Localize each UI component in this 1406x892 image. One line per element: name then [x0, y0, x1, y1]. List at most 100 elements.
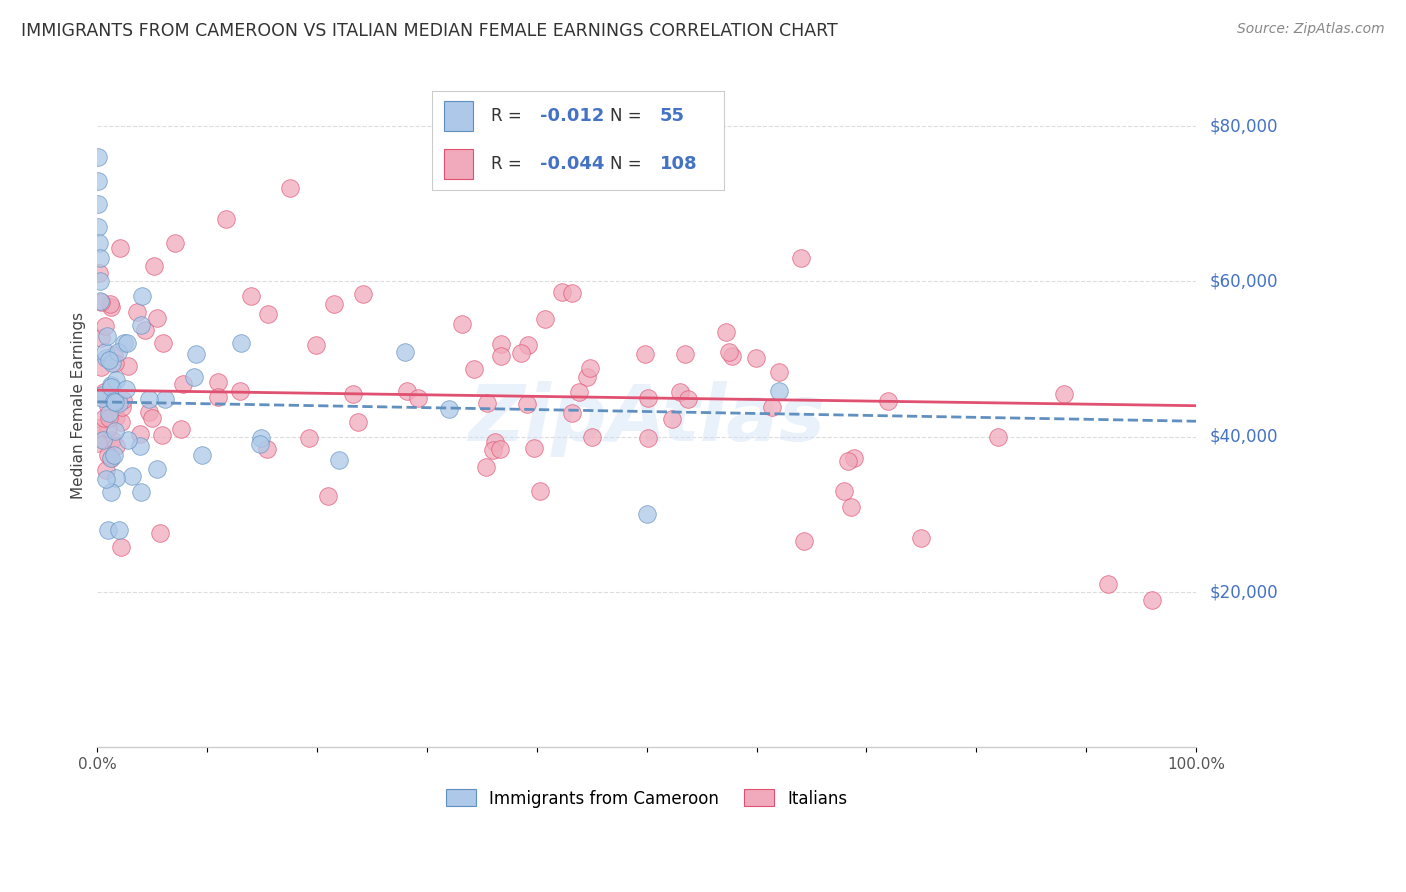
Point [568, 384, 591, 399]
Point [839, 500, 862, 514]
Point [561, 286, 583, 301]
Point [107, 345, 129, 359]
Point [100, 451, 122, 466]
Point [148, 525, 170, 540]
Point [328, 453, 350, 467]
Point [352, 286, 374, 301]
Point [94, 344, 117, 359]
Point [98, 406, 121, 420]
Point [100, 300, 122, 314]
Point [115, 382, 138, 396]
Point [661, 411, 683, 425]
Point [100, 378, 122, 392]
Point [145, 310, 167, 325]
Point [103, 424, 125, 438]
Point [837, 453, 859, 467]
Point [745, 351, 768, 365]
Point [104, 356, 127, 370]
Point [110, 415, 132, 429]
Point [488, 442, 510, 456]
Point [789, 251, 811, 265]
Point [111, 400, 134, 414]
Point [97, 523, 120, 537]
Point [87, 220, 110, 235]
Point [207, 376, 229, 390]
Point [100, 380, 122, 394]
Point [842, 450, 865, 465]
Point [250, 431, 273, 445]
Point [207, 390, 229, 404]
Point [153, 392, 176, 406]
Point [768, 384, 790, 398]
Point [165, 235, 187, 250]
Point [669, 385, 692, 400]
Point [131, 288, 153, 302]
Point [97, 421, 120, 435]
Point [1053, 387, 1076, 401]
Text: Source: ZipAtlas.com: Source: ZipAtlas.com [1237, 22, 1385, 37]
Point [347, 415, 370, 429]
Point [91, 434, 114, 448]
Text: ZipAtlas: ZipAtlas [468, 382, 825, 458]
Point [117, 359, 139, 373]
Point [103, 393, 125, 408]
Point [93, 433, 115, 447]
Point [229, 335, 252, 350]
Point [105, 439, 128, 453]
Point [406, 391, 429, 405]
Point [529, 483, 551, 498]
Point [394, 345, 416, 359]
Point [637, 430, 659, 444]
Point [987, 430, 1010, 444]
Point [108, 395, 131, 409]
Point [451, 317, 474, 331]
Point [481, 442, 503, 457]
Point [191, 449, 214, 463]
Point [115, 336, 138, 351]
Point [96, 463, 118, 477]
Point [183, 369, 205, 384]
Point [97, 399, 120, 413]
Point [87, 427, 110, 442]
Point [100, 450, 122, 465]
Point [720, 349, 742, 363]
Point [169, 422, 191, 436]
Point [342, 387, 364, 401]
Point [516, 397, 538, 411]
Y-axis label: Median Female Earnings: Median Female Earnings [72, 312, 86, 500]
Point [436, 150, 458, 164]
Point [94, 351, 117, 365]
Point [87, 235, 110, 250]
Point [877, 393, 900, 408]
Point [395, 384, 418, 398]
Point [463, 362, 485, 376]
Point [114, 336, 136, 351]
Point [121, 468, 143, 483]
Point [761, 401, 783, 415]
Point [98, 411, 121, 425]
Point [484, 435, 506, 450]
Point [551, 285, 574, 299]
Point [575, 369, 598, 384]
Point [561, 406, 583, 420]
Point [110, 540, 132, 554]
Text: $60,000: $60,000 [1211, 272, 1278, 291]
Point [172, 377, 194, 392]
Point [104, 471, 127, 485]
Point [100, 485, 122, 500]
Point [89, 266, 111, 280]
Point [91, 391, 114, 405]
Point [96, 472, 118, 486]
Point [138, 392, 160, 406]
Point [104, 373, 127, 387]
Point [138, 404, 160, 418]
Point [103, 448, 125, 462]
Point [437, 402, 460, 417]
Legend: Immigrants from Cameroon, Italians: Immigrants from Cameroon, Italians [439, 782, 855, 814]
Point [533, 311, 555, 326]
Point [112, 393, 135, 408]
Point [103, 348, 125, 362]
Point [910, 531, 932, 545]
Point [98, 296, 121, 310]
Text: $40,000: $40,000 [1211, 428, 1278, 446]
